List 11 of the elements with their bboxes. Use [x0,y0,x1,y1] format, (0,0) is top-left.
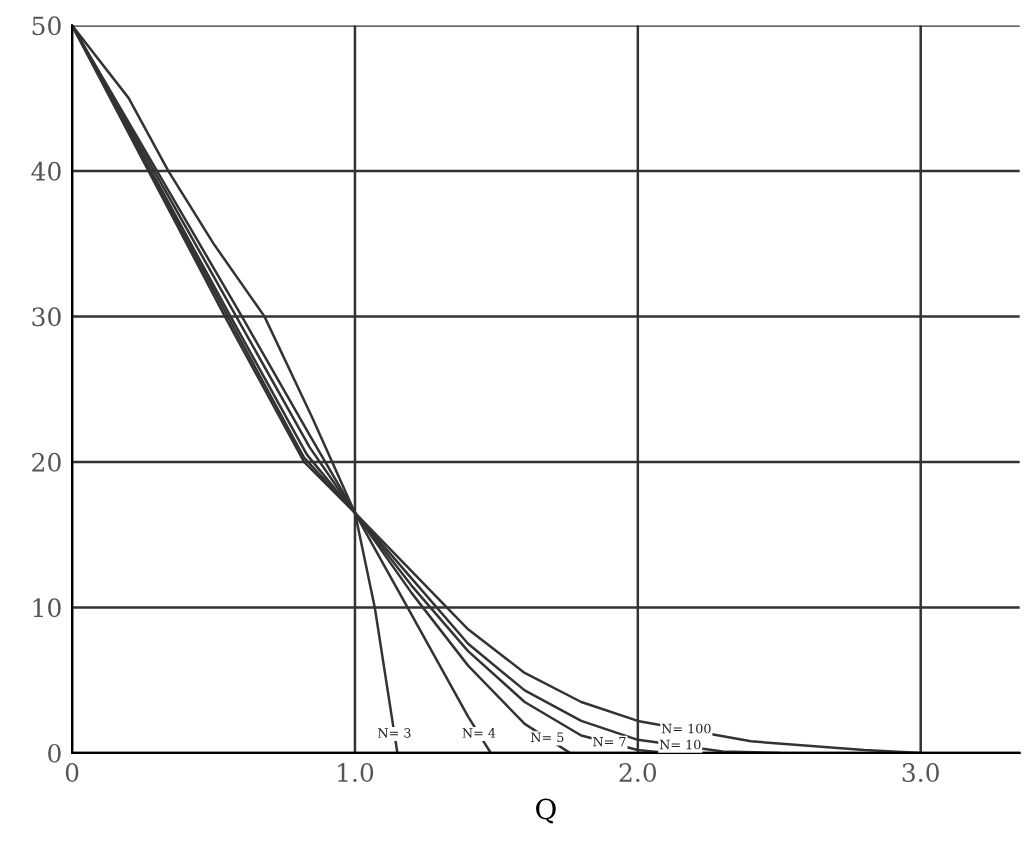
x-tick-label: 2.0 [619,763,657,783]
x-tick-label: 3.0 [902,763,939,783]
x-tick-label: 0 [65,763,79,783]
y-tick-label: 40 [31,161,61,181]
x-axis-title: Q [536,798,556,824]
y-tick-label: 10 [33,598,61,618]
y-tick-label: 50 [32,16,61,36]
y-tick-label: 30 [32,307,61,327]
y-tick-label: 0 [48,743,61,763]
x-tick-label: 1.0 [338,763,374,783]
y-tick-label: 20 [32,452,61,472]
